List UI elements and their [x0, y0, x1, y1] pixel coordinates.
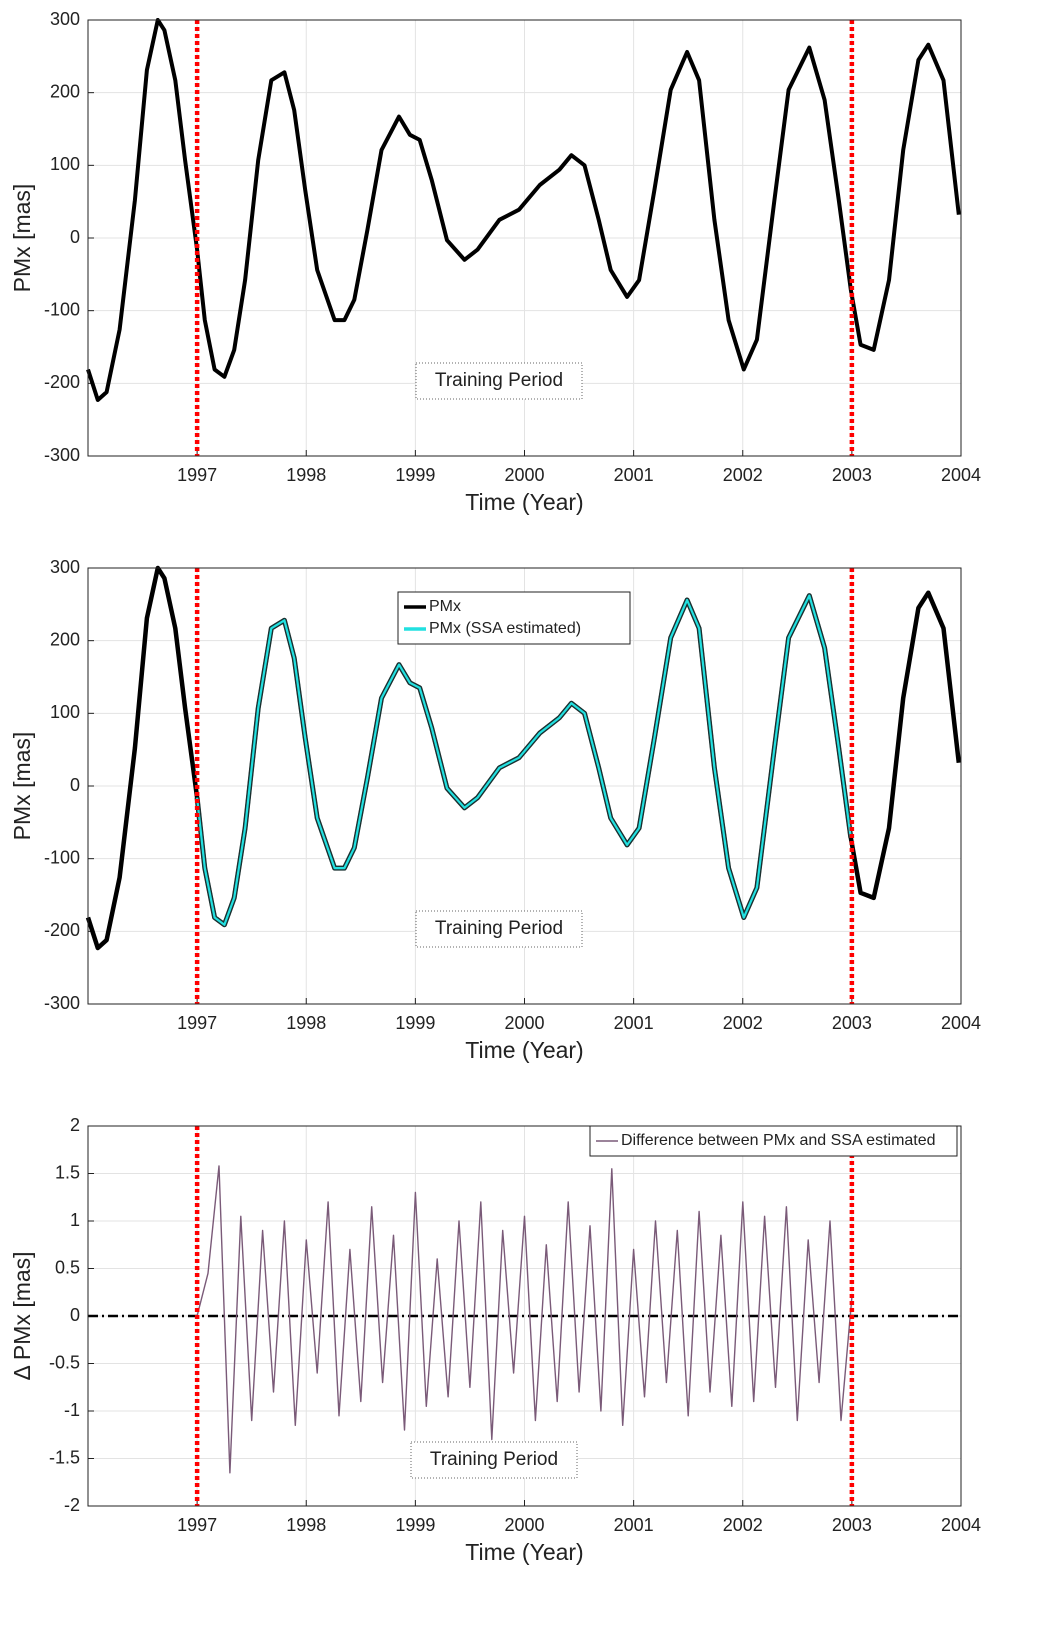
x-axis-label: Time (Year) — [465, 1037, 583, 1063]
x-tick-label: 2000 — [504, 465, 544, 485]
y-tick-label: -300 — [44, 445, 80, 465]
y-tick-label: 200 — [50, 629, 80, 649]
x-tick-label: 1998 — [286, 1515, 326, 1535]
x-tick-label: 2003 — [832, 1515, 872, 1535]
data-line — [86, 18, 961, 402]
plot-frame — [87, 567, 962, 1005]
x-tick-label: 1999 — [395, 1515, 435, 1535]
data-line — [196, 594, 852, 926]
y-tick-label: -200 — [44, 372, 80, 392]
legend-label: PMx (SSA estimated) — [429, 620, 581, 637]
plot-frame — [87, 1125, 962, 1507]
annotation: Training Period — [435, 370, 563, 391]
annotation-box — [415, 910, 583, 948]
y-axis-label: PMx [mas] — [9, 732, 35, 841]
annotation-box — [410, 1441, 578, 1479]
x-tick-label: 2002 — [723, 1013, 763, 1033]
x-axis-label: Time (Year) — [465, 1539, 583, 1565]
annotation: Training Period — [430, 1449, 558, 1470]
y-tick-label: 100 — [50, 702, 80, 722]
legend-box — [589, 1125, 958, 1157]
y-tick-label: 200 — [50, 81, 80, 101]
y-tick-label: -200 — [44, 920, 80, 940]
x-tick-label: 1997 — [177, 1515, 217, 1535]
y-tick-label: -100 — [44, 847, 80, 867]
x-tick-label: 1998 — [286, 1013, 326, 1033]
y-tick-label: 100 — [50, 154, 80, 174]
y-tick-label: 1.5 — [55, 1162, 80, 1182]
x-tick-label: 2004 — [941, 1013, 981, 1033]
y-tick-label: 300 — [50, 9, 80, 29]
x-axis-label: Time (Year) — [465, 489, 583, 515]
annotation: Training Period — [435, 918, 563, 939]
x-tick-label: 1999 — [395, 1013, 435, 1033]
y-tick-label: 300 — [50, 557, 80, 577]
y-tick-label: -100 — [44, 299, 80, 319]
y-tick-label: 0 — [70, 227, 80, 247]
y-tick-label: -2 — [64, 1495, 80, 1515]
x-tick-label: 1998 — [286, 465, 326, 485]
plot-frame — [87, 19, 962, 457]
annotation-box — [415, 362, 583, 400]
x-tick-label: 2000 — [504, 1515, 544, 1535]
legend-label: PMx — [429, 598, 461, 615]
x-tick-label: 2001 — [614, 1013, 654, 1033]
x-tick-label: 2001 — [614, 1515, 654, 1535]
y-tick-label: 0.5 — [55, 1257, 80, 1277]
legend-label: Difference between PMx and SSA estimated — [621, 1132, 936, 1149]
x-tick-label: 1997 — [177, 465, 217, 485]
y-axis-label: Δ PMx [mas] — [9, 1251, 35, 1380]
y-tick-label: 0 — [70, 775, 80, 795]
x-tick-label: 2004 — [941, 465, 981, 485]
x-tick-label: 2000 — [504, 1013, 544, 1033]
x-tick-label: 2002 — [723, 465, 763, 485]
y-tick-label: 0 — [70, 1305, 80, 1325]
x-tick-label: 1997 — [177, 1013, 217, 1033]
x-tick-label: 2002 — [723, 1515, 763, 1535]
y-tick-label: -0.5 — [49, 1352, 80, 1372]
x-tick-label: 2001 — [614, 465, 654, 485]
x-tick-label: 2004 — [941, 1515, 981, 1535]
x-tick-label: 1999 — [395, 465, 435, 485]
x-tick-label: 2003 — [832, 1013, 872, 1033]
y-axis-label: PMx [mas] — [9, 184, 35, 293]
data-line — [196, 1165, 853, 1474]
y-tick-label: -1.5 — [49, 1447, 80, 1467]
y-tick-label: -300 — [44, 993, 80, 1013]
y-tick-label: 2 — [70, 1115, 80, 1135]
y-tick-label: 1 — [70, 1210, 80, 1230]
y-tick-label: -1 — [64, 1400, 80, 1420]
x-tick-label: 2003 — [832, 465, 872, 485]
legend-box — [397, 591, 631, 645]
